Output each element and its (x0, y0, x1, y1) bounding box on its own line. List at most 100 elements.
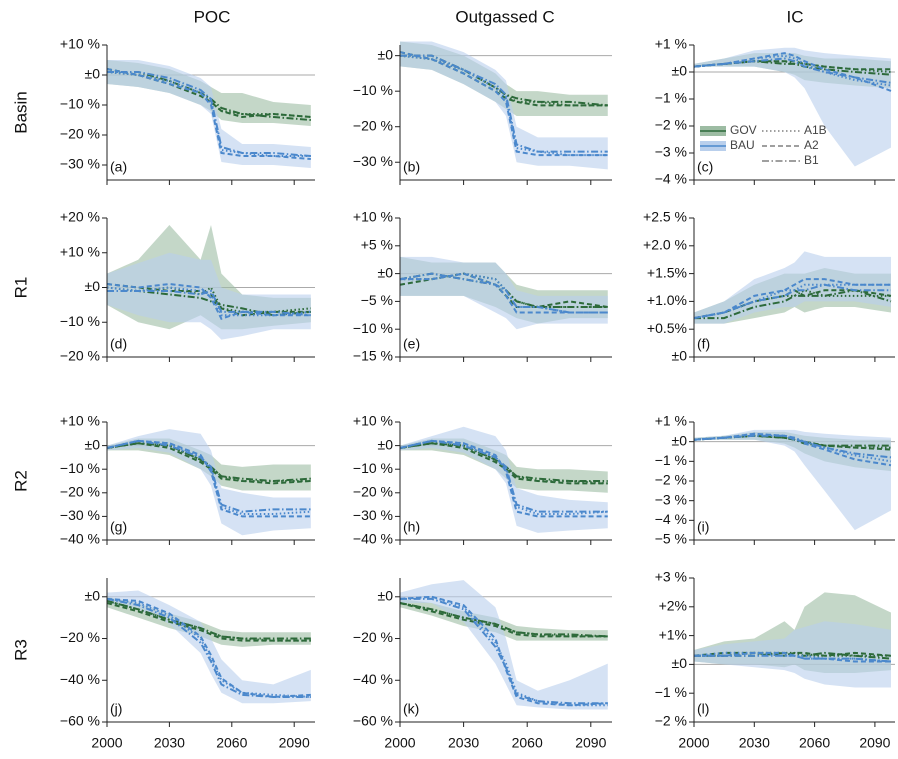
y-tick-label: ±0 (378, 587, 394, 603)
y-tick-label: −1 % (655, 684, 687, 700)
scenario-line (400, 54, 608, 153)
panel-label: (k) (403, 701, 419, 717)
y-tick-label: +10 % (60, 36, 100, 52)
scenario-line (106, 286, 311, 313)
x-tick-label: 2090 (859, 735, 890, 751)
y-tick-label: ±0 (672, 655, 688, 671)
y-tick-label: −30 % (353, 153, 393, 169)
y-tick-label: +20 % (60, 209, 100, 225)
panel: +10 % ±0 −10 % −20 % −30 % (a) (60, 36, 315, 185)
y-tick-label: +10 % (353, 413, 393, 429)
x-tick-label: 2030 (154, 735, 185, 751)
scenario-line (693, 60, 892, 76)
x-tick-label: 2090 (575, 735, 606, 751)
uncertainty-band (400, 426, 608, 533)
legend-label: BAU (730, 138, 755, 152)
panel-label: (i) (697, 519, 709, 535)
x-tick-label: 2060 (512, 735, 543, 751)
y-tick-label: −5 % (655, 531, 687, 547)
panel: +10 % +5 % ±0 −5 % −10 % −15 % (e) (353, 209, 612, 364)
y-tick-label: −5 % (361, 292, 393, 308)
scenario-line (399, 595, 608, 707)
row-label: R2 (11, 470, 30, 492)
y-tick-label: −40 % (60, 671, 100, 687)
scenario-line (106, 68, 311, 160)
y-tick-label: +3 % (655, 569, 687, 585)
y-tick-label: ±0 (85, 436, 101, 452)
y-tick-label: +2.0 % (643, 237, 687, 253)
y-tick-label: ±0 (378, 436, 394, 452)
y-tick-label: −20 % (60, 126, 100, 142)
scenario-line (106, 597, 311, 698)
panel: +1 % ±0 −1 % −2 % −3 % −4 % (c) (655, 36, 895, 187)
y-tick-label: −30 % (353, 507, 393, 523)
panel: ±0 −10 % −20 % −30 % (b) (353, 41, 612, 185)
y-tick-label: ±0 (672, 348, 688, 364)
y-tick-label: +1.5% (647, 264, 687, 280)
legend-label: B1 (804, 153, 819, 167)
uncertainty-band (107, 596, 311, 647)
y-tick-label: −10 % (353, 82, 393, 98)
scenario-line (106, 602, 311, 642)
x-tick-label: 2060 (216, 735, 247, 751)
scenario-line (400, 597, 608, 705)
y-tick-label: +1.0% (647, 292, 687, 308)
y-tick-label: −3 % (655, 144, 687, 160)
uncertainty-band (694, 429, 891, 531)
x-tick-label: 2000 (384, 735, 415, 751)
y-tick-label: −20 % (60, 348, 100, 364)
scenario-line (107, 289, 311, 317)
scenario-line (694, 651, 891, 663)
y-tick-label: −4 % (655, 511, 687, 527)
x-tick-label: 2000 (91, 735, 122, 751)
y-tick-label: ±0 (672, 432, 688, 448)
scenario-line (106, 439, 311, 513)
legend-label: GOV (730, 123, 757, 137)
y-tick-label: −4 % (655, 171, 687, 187)
uncertainty-band (400, 580, 608, 710)
panel: +1 % ±0 −1 % −2 % −3 % −4 % −5 % (i) (655, 413, 895, 547)
scenario-line (106, 599, 311, 640)
scenario-line (399, 439, 608, 513)
x-tick-label: 2060 (799, 735, 830, 751)
y-tick-label: −3 % (655, 491, 687, 507)
y-tick-label: −20 % (60, 629, 100, 645)
scenario-line (399, 54, 608, 157)
x-tick-label: 2000 (678, 735, 709, 751)
scenario-line (399, 595, 608, 707)
y-tick-label: ±0 (85, 278, 101, 294)
y-tick-label: −10 % (353, 320, 393, 336)
legend-label: A2 (804, 138, 819, 152)
y-tick-label: +10 % (60, 243, 100, 259)
y-tick-label: −10 % (60, 460, 100, 476)
y-tick-label: ±0 (85, 587, 101, 603)
panel: ±0 −20 % −40 % −60 % 2000 2030 2060 2090 (j) (60, 578, 315, 751)
scenario-line (399, 51, 608, 157)
y-tick-label: +1 % (655, 36, 687, 52)
panel: +2.5 % +2.0 % +1.5% +1.0% +0.5% ±0 (f) (643, 209, 895, 364)
y-tick-label: −2 % (655, 117, 687, 133)
y-tick-label: −40 % (60, 531, 100, 547)
y-tick-label: −10 % (60, 96, 100, 112)
y-tick-label: ±0 (378, 46, 394, 62)
y-tick-label: +2% (659, 598, 687, 614)
y-tick-label: +0.5% (647, 320, 687, 336)
panel-label: (c) (697, 159, 713, 175)
y-tick-label: +10 % (353, 209, 393, 225)
scenario-line (693, 57, 892, 84)
scenario-line (399, 602, 608, 638)
y-tick-label: −2 % (655, 713, 687, 729)
scenario-line (106, 283, 311, 320)
uncertainty-band (107, 60, 311, 168)
y-tick-label: +1% (659, 626, 687, 642)
scenario-line (400, 272, 608, 314)
y-tick-label: ±0 (378, 264, 394, 280)
y-tick-label: −2 % (655, 472, 687, 488)
scenario-line (693, 434, 892, 459)
y-tick-label: −10 % (60, 313, 100, 329)
column-title: Outgassed C (455, 7, 554, 26)
panel: +10 % ±0 −10 % −20 % −30 % −40 % (h) (353, 413, 612, 547)
y-tick-label: −20 % (60, 484, 100, 500)
y-tick-label: +1 % (655, 413, 687, 429)
